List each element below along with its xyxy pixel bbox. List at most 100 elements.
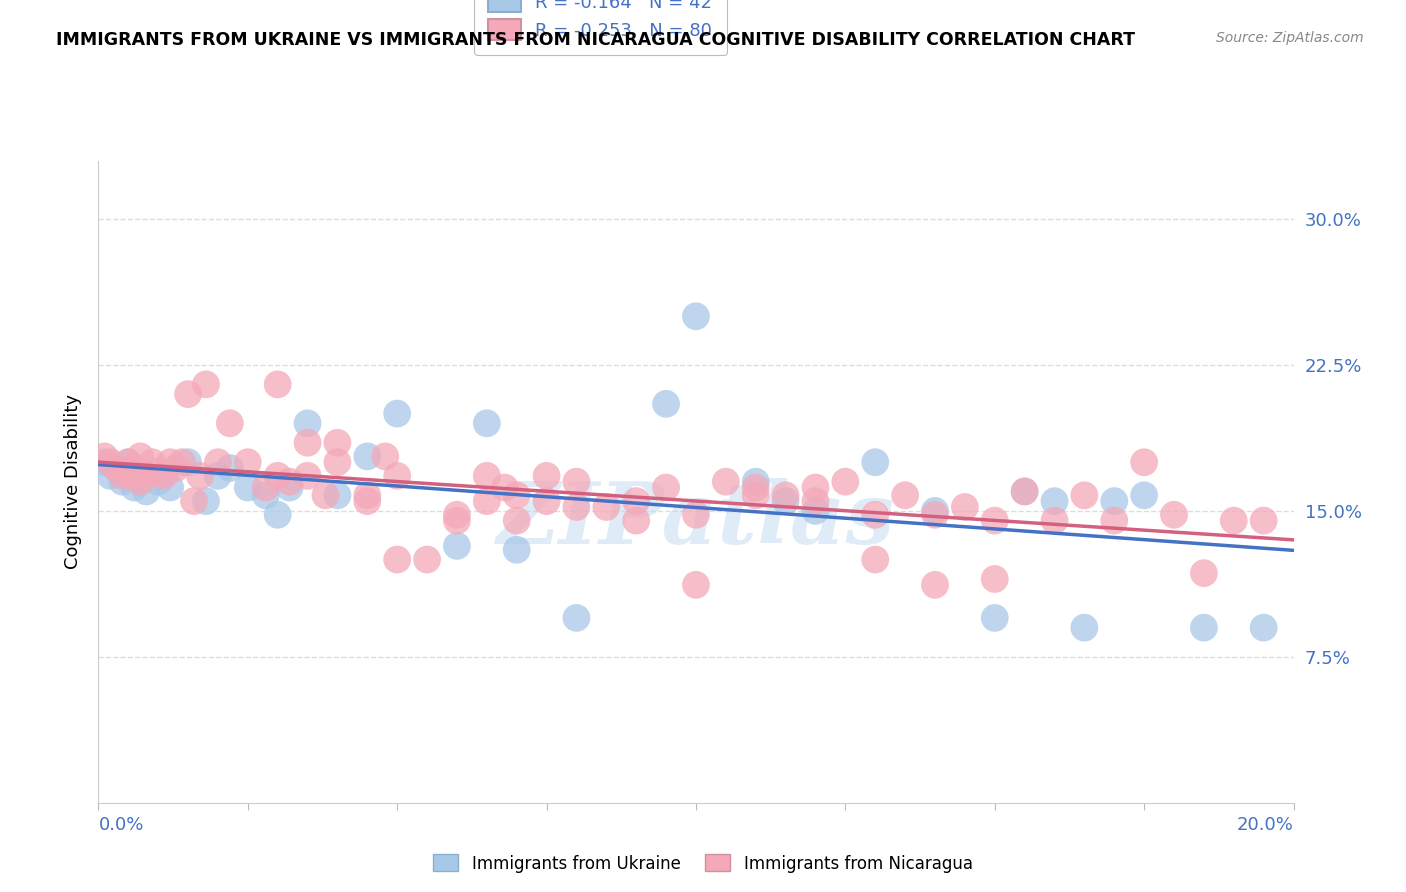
Y-axis label: Cognitive Disability: Cognitive Disability	[63, 394, 82, 569]
Point	[207, 455, 229, 469]
Legend: R = -0.164   N = 42, R = -0.253   N = 80: R = -0.164 N = 42, R = -0.253 N = 80	[474, 0, 727, 54]
Point	[565, 475, 588, 489]
Point	[685, 310, 707, 324]
Point	[804, 481, 827, 495]
Point	[953, 500, 976, 514]
Point	[984, 611, 1007, 625]
Point	[894, 488, 917, 502]
Point	[685, 508, 707, 522]
Point	[1192, 566, 1215, 581]
Point	[385, 407, 409, 421]
Point	[924, 578, 946, 592]
Point	[117, 465, 139, 479]
Point	[475, 417, 498, 431]
Point	[834, 475, 856, 489]
Point	[124, 468, 146, 483]
Point	[714, 475, 737, 489]
Point	[111, 468, 134, 483]
Point	[236, 455, 259, 469]
Point	[446, 514, 468, 528]
Point	[804, 494, 827, 508]
Text: 20.0%: 20.0%	[1237, 816, 1294, 834]
Point	[374, 450, 396, 464]
Point	[100, 455, 122, 469]
Legend: Immigrants from Ukraine, Immigrants from Nicaragua: Immigrants from Ukraine, Immigrants from…	[426, 847, 980, 880]
Point	[267, 508, 290, 522]
Point	[924, 504, 946, 518]
Text: 0.0%: 0.0%	[98, 816, 143, 834]
Point	[267, 377, 290, 392]
Point	[219, 461, 242, 475]
Point	[254, 488, 277, 502]
Point	[141, 455, 163, 469]
Point	[655, 481, 678, 495]
Point	[326, 488, 349, 502]
Point	[129, 450, 152, 464]
Point	[129, 475, 152, 489]
Point	[195, 377, 218, 392]
Point	[100, 468, 122, 483]
Point	[1192, 621, 1215, 635]
Point	[177, 455, 200, 469]
Point	[1073, 488, 1095, 502]
Point	[446, 508, 468, 522]
Point	[626, 514, 648, 528]
Point	[267, 468, 290, 483]
Point	[475, 468, 498, 483]
Point	[595, 500, 617, 514]
Point	[135, 468, 157, 483]
Point	[1014, 484, 1036, 499]
Point	[135, 484, 157, 499]
Point	[1043, 494, 1066, 508]
Point	[129, 468, 152, 483]
Point	[1104, 514, 1126, 528]
Point	[148, 475, 170, 489]
Point	[984, 514, 1007, 528]
Point	[111, 475, 134, 489]
Point	[326, 455, 349, 469]
Point	[159, 481, 181, 495]
Point	[1163, 508, 1185, 522]
Point	[1133, 455, 1156, 469]
Point	[1133, 488, 1156, 502]
Point	[1043, 514, 1066, 528]
Point	[105, 461, 128, 475]
Point	[1014, 484, 1036, 499]
Point	[188, 468, 211, 483]
Point	[356, 488, 378, 502]
Point	[297, 468, 319, 483]
Point	[148, 465, 170, 479]
Point	[219, 417, 242, 431]
Point	[536, 494, 558, 508]
Point	[183, 494, 205, 508]
Point	[775, 494, 797, 508]
Point	[1104, 494, 1126, 508]
Text: Source: ZipAtlas.com: Source: ZipAtlas.com	[1216, 31, 1364, 45]
Point	[506, 514, 529, 528]
Point	[207, 468, 229, 483]
Point	[195, 494, 218, 508]
Text: IMMIGRANTS FROM UKRAINE VS IMMIGRANTS FROM NICARAGUA COGNITIVE DISABILITY CORREL: IMMIGRANTS FROM UKRAINE VS IMMIGRANTS FR…	[56, 31, 1135, 49]
Text: ZIPatlas: ZIPatlas	[496, 478, 896, 562]
Point	[117, 455, 139, 469]
Point	[536, 468, 558, 483]
Point	[165, 461, 187, 475]
Point	[655, 397, 678, 411]
Point	[326, 435, 349, 450]
Point	[1253, 621, 1275, 635]
Point	[1073, 621, 1095, 635]
Point	[356, 494, 378, 508]
Point	[93, 450, 115, 464]
Point	[93, 455, 115, 469]
Point	[124, 461, 146, 475]
Point	[315, 488, 337, 502]
Point	[297, 417, 319, 431]
Point	[745, 481, 768, 495]
Point	[804, 504, 827, 518]
Point	[416, 552, 439, 566]
Point	[506, 542, 529, 557]
Point	[278, 481, 301, 495]
Point	[494, 481, 516, 495]
Point	[506, 488, 529, 502]
Point	[984, 572, 1007, 586]
